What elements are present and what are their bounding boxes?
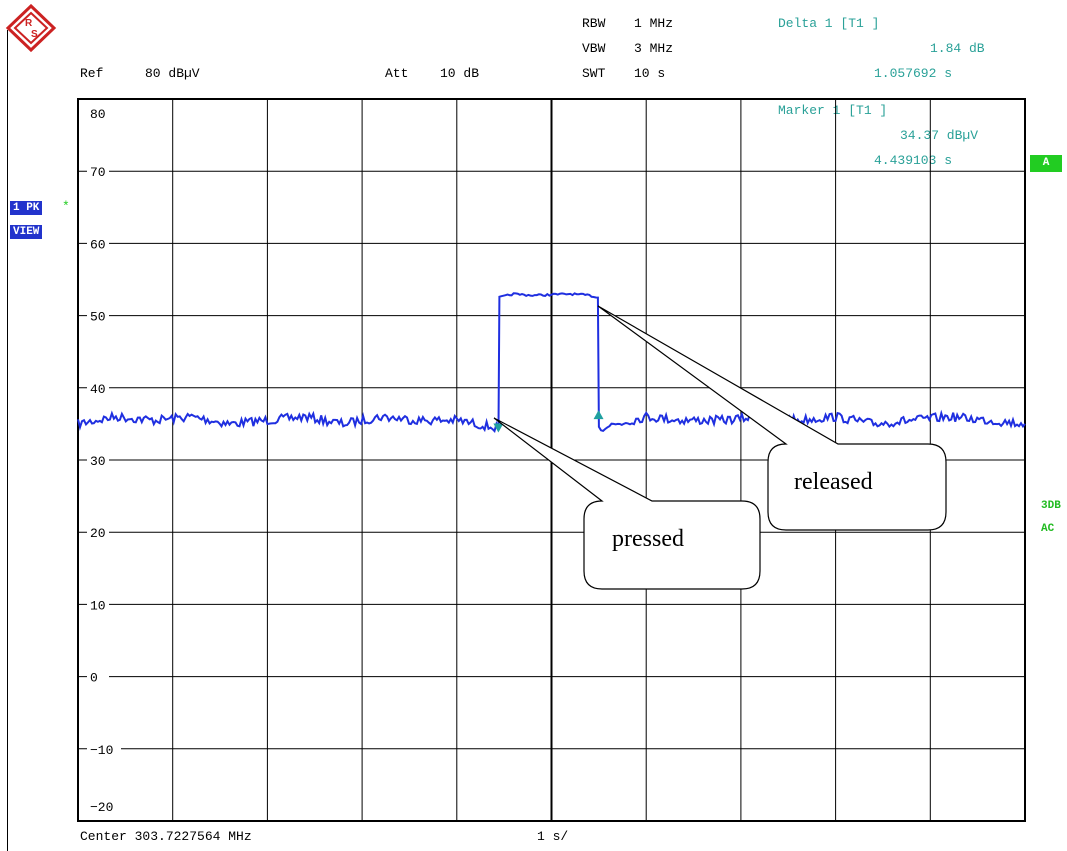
vbw-label: VBW <box>582 41 606 56</box>
ref-value: 80 dBµV <box>145 66 200 81</box>
y-tick-label: 50 <box>90 310 106 325</box>
left-border-line <box>7 30 8 851</box>
y-tick-label: 30 <box>90 454 106 469</box>
view-badge[interactable]: VIEW <box>10 225 43 239</box>
svg-text:S: S <box>31 29 38 40</box>
released-label: released <box>794 469 873 495</box>
y-tick-label: 70 <box>90 165 106 180</box>
rbw-label: RBW <box>582 16 606 31</box>
center-frequency: Center 303.7227564 MHz <box>80 829 252 844</box>
delta1-symbol <box>593 410 604 420</box>
detector-3db: 3DB <box>1041 500 1061 512</box>
y-tick-labels: 80 70 60 50 40 30 20 10 0 −10 −20 <box>87 107 121 815</box>
pressed-label: pressed <box>612 526 684 552</box>
y-tick-bg <box>87 740 121 757</box>
y-tick-bg <box>87 163 109 180</box>
sweep-per-div: 1 s/ <box>537 829 569 844</box>
y-tick-bg <box>87 379 109 396</box>
swt-value: 10 s <box>634 66 666 81</box>
delta-marker-time: 1.057692 s <box>874 66 953 81</box>
marker1-time: 4.439103 s <box>874 153 953 168</box>
vbw-value: 3 MHz <box>634 41 674 56</box>
y-tick-label: 0 <box>90 671 98 686</box>
swt-label: SWT <box>582 66 606 81</box>
marker-symbols <box>493 410 604 433</box>
att-value: 10 dB <box>440 66 480 81</box>
detector-ac: AC <box>1041 523 1055 535</box>
y-tick-label: 60 <box>90 237 106 252</box>
marker1-symbol <box>493 423 504 433</box>
y-tick-label: 80 <box>90 107 106 122</box>
y-tick-label: 10 <box>90 598 106 613</box>
y-tick-bg <box>87 235 109 252</box>
trace-a-indicator: A <box>1030 155 1062 172</box>
y-tick-label: 40 <box>90 382 106 397</box>
y-tick-bg <box>87 596 109 613</box>
delta-marker-title: Delta 1 [T1 ] <box>778 16 880 31</box>
y-tick-bg <box>87 524 109 541</box>
svg-text:R: R <box>25 18 33 29</box>
y-tick-label: 20 <box>90 526 106 541</box>
delta-marker-level: 1.84 dB <box>930 41 985 56</box>
y-tick-bg <box>87 452 109 468</box>
trace-badge[interactable]: 1 PK <box>10 201 43 215</box>
marker1-level: 34.37 dBµV <box>900 128 979 143</box>
rbw-value: 1 MHz <box>634 16 674 31</box>
y-tick-bg <box>87 307 109 324</box>
callout-released: released <box>597 305 947 531</box>
callout-pressed: pressed <box>493 417 761 590</box>
y-tick-label: −20 <box>90 800 113 815</box>
ref-label: Ref <box>80 66 104 81</box>
marker1-title: Marker 1 [T1 ] <box>778 103 888 118</box>
y-tick-label: −10 <box>90 743 113 758</box>
rohde-schwarz-logo: R S <box>5 4 57 53</box>
att-label: Att <box>385 66 409 81</box>
y-tick-bg <box>87 668 109 685</box>
trace-line <box>77 292 1026 434</box>
trace-star: * <box>62 199 70 214</box>
